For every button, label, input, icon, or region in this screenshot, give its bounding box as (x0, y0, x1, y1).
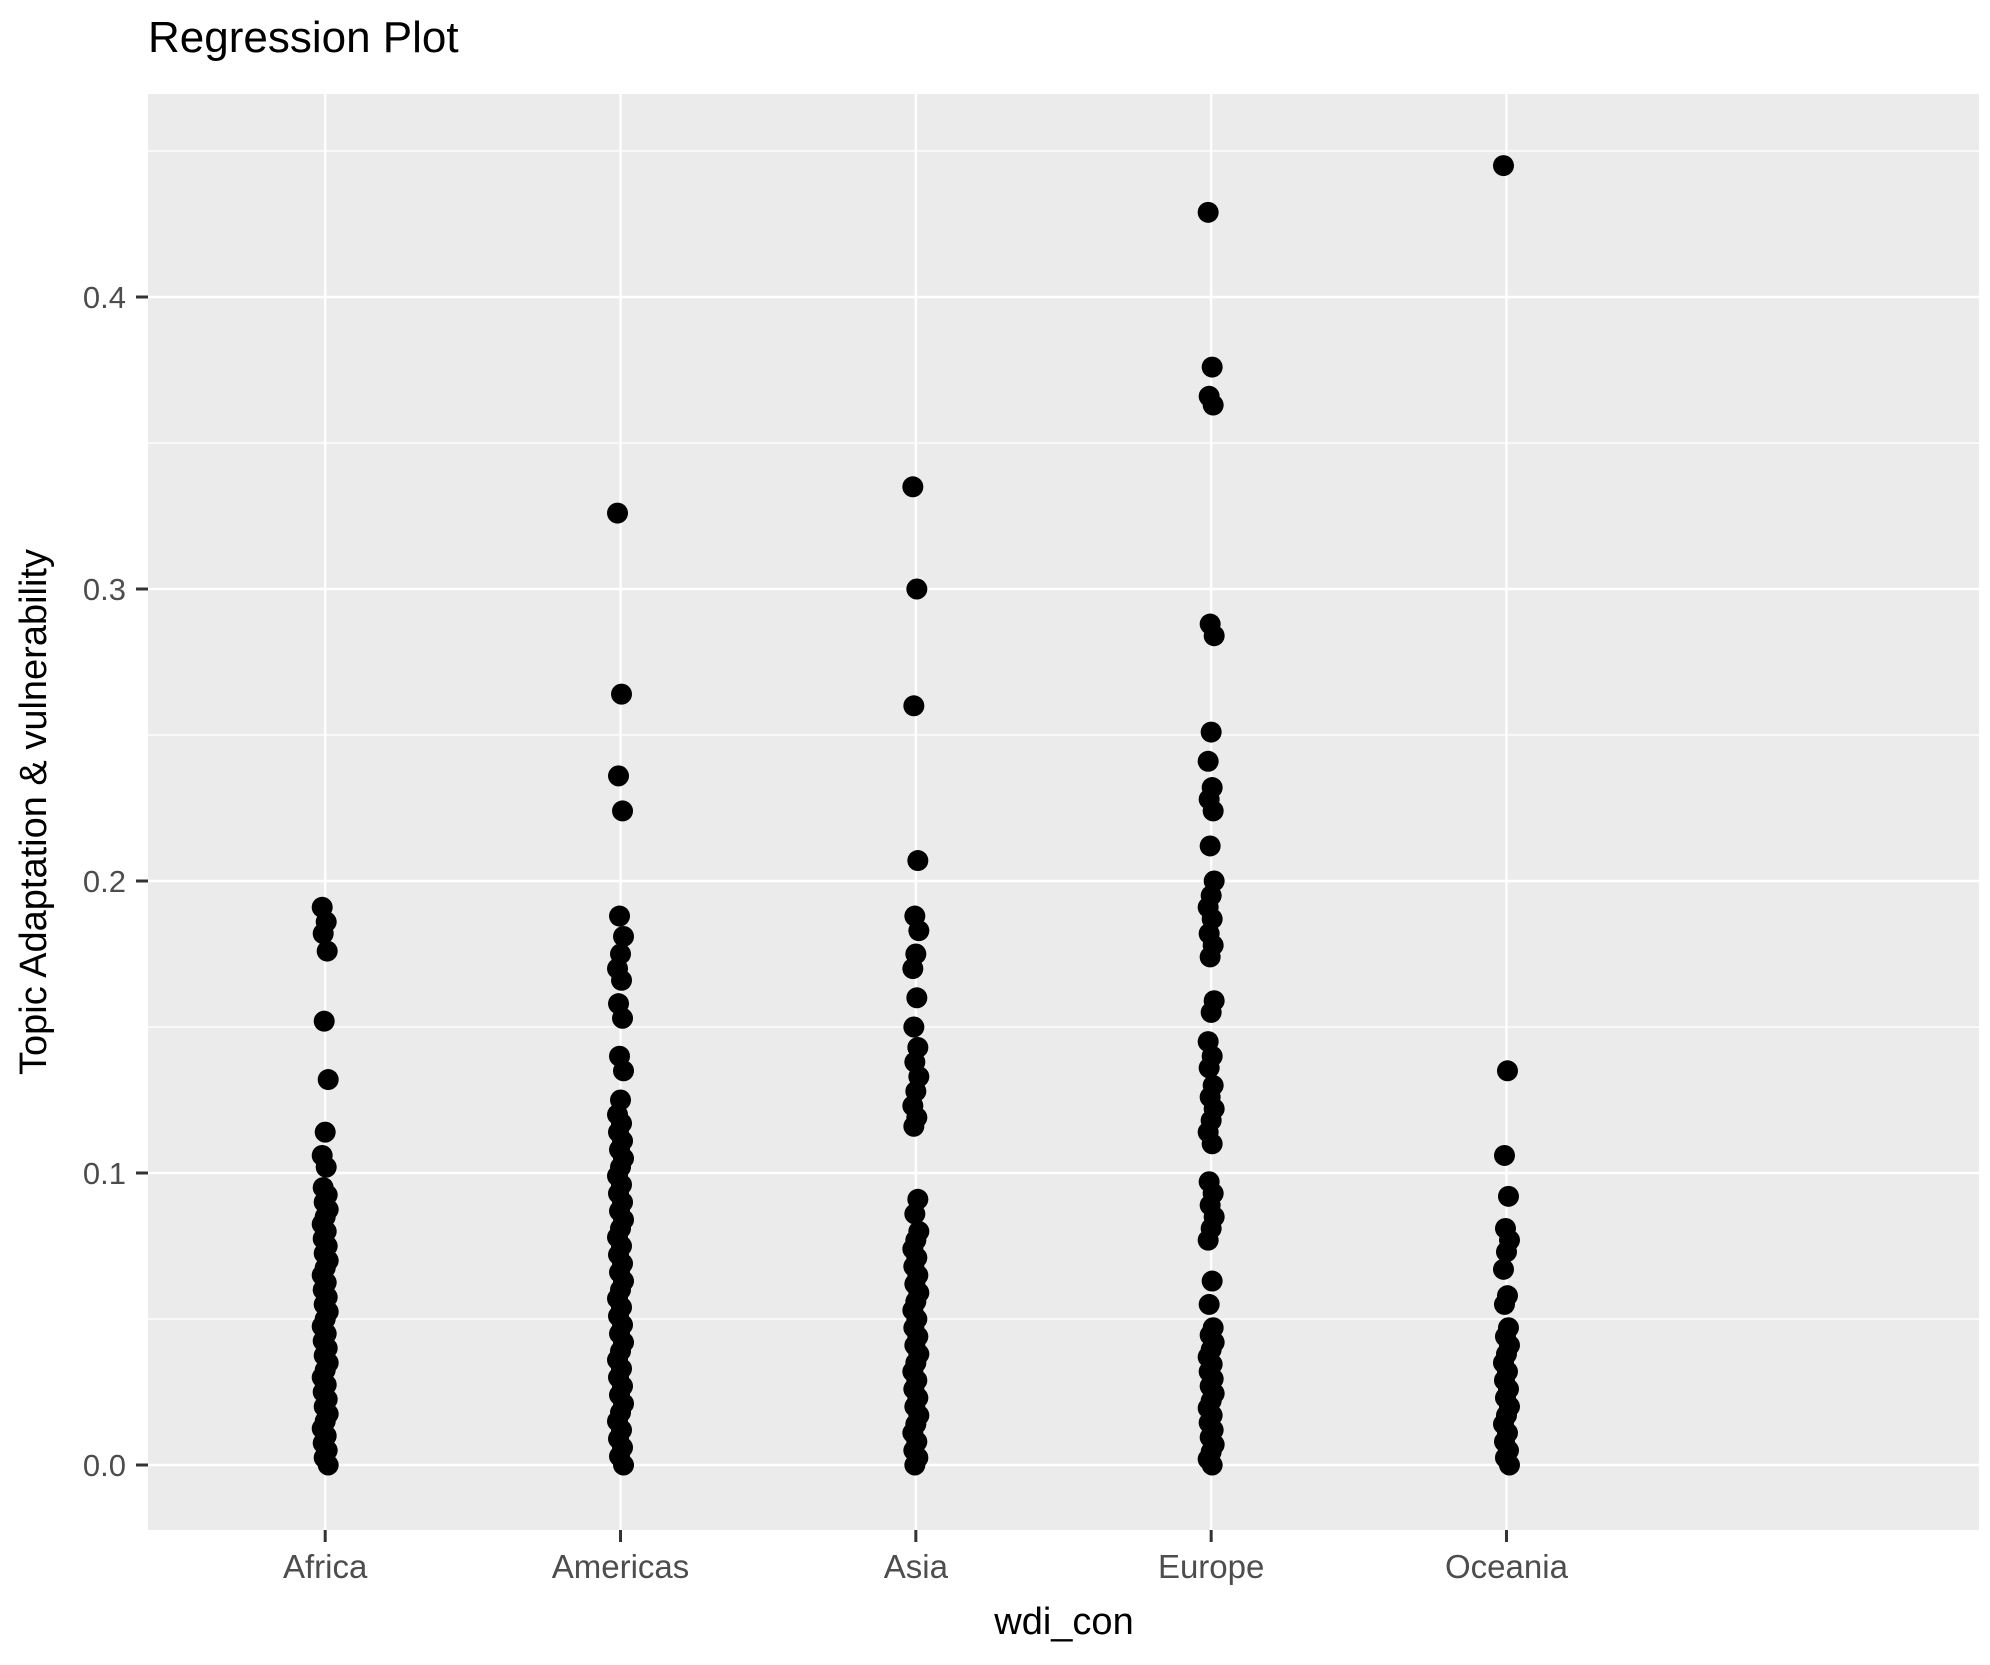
data-point (1201, 1133, 1223, 1155)
y-tick-label: 0.1 (83, 1156, 126, 1191)
x-axis-tick-labels: Africa Americas Asia Europe Oceania (283, 1548, 1569, 1585)
data-point (1497, 1185, 1519, 1207)
y-tick-label: 0.0 (83, 1448, 126, 1483)
data-point (1197, 201, 1219, 223)
data-point (904, 1203, 926, 1225)
data-point (611, 683, 633, 705)
data-point (903, 1115, 925, 1137)
data-point (1197, 750, 1219, 772)
data-point (1201, 1454, 1223, 1476)
data-point (1199, 835, 1221, 857)
data-point (1198, 1057, 1220, 1079)
minor-gridlines (148, 150, 1979, 1320)
data-point (612, 800, 634, 822)
data-point (613, 925, 635, 947)
data-point (1492, 1258, 1514, 1280)
y-tick-label: 0.3 (83, 572, 126, 607)
data-point (314, 1121, 336, 1143)
x-tick-label: Europe (1158, 1548, 1264, 1585)
data-point (1201, 356, 1223, 378)
data-point (317, 1069, 339, 1091)
data-point (902, 958, 924, 980)
y-axis-title: Topic Adaptation & vulnerability (13, 549, 55, 1075)
data-point (904, 1454, 926, 1476)
data-points (311, 155, 1520, 1476)
data-point (1200, 1001, 1222, 1023)
data-point (313, 1010, 335, 1032)
data-point (608, 765, 630, 787)
data-point (908, 920, 930, 942)
x-tick-label: Asia (884, 1548, 949, 1585)
y-axis-tick-labels: 0.0 0.1 0.2 0.3 0.4 (83, 280, 126, 1483)
chart-title: Regression Plot (148, 13, 459, 62)
data-point (315, 1156, 337, 1178)
data-point (316, 940, 338, 962)
data-point (1493, 1293, 1515, 1315)
data-point (1201, 1270, 1223, 1292)
data-point (1203, 625, 1225, 647)
data-point (903, 695, 925, 717)
x-tick-label: Oceania (1445, 1548, 1569, 1585)
data-point (1202, 800, 1224, 822)
data-point (312, 923, 334, 945)
data-point (1198, 1293, 1220, 1315)
y-tick-label: 0.2 (83, 864, 126, 899)
data-point (1199, 946, 1221, 968)
data-point (903, 1016, 925, 1038)
axis-tick-marks (136, 295, 1508, 1542)
data-point (612, 1007, 634, 1029)
data-point (607, 502, 629, 524)
data-point (906, 578, 928, 600)
data-point (609, 905, 631, 927)
data-point (1200, 721, 1222, 743)
x-axis-title: wdi_con (993, 1601, 1133, 1643)
x-tick-label: Americas (552, 1548, 690, 1585)
data-point (317, 1454, 339, 1476)
data-point (611, 969, 633, 991)
data-point (1495, 1241, 1517, 1263)
data-point (1197, 1229, 1219, 1251)
x-tick-label: Africa (283, 1548, 368, 1585)
data-point (613, 1454, 635, 1476)
y-tick-label: 0.4 (83, 280, 126, 315)
data-point (1496, 1060, 1518, 1082)
data-point (907, 850, 929, 872)
data-point (1492, 155, 1514, 177)
data-point (906, 987, 928, 1009)
data-point (1202, 394, 1224, 416)
data-point (1498, 1454, 1520, 1476)
data-point (1493, 1144, 1515, 1166)
plot-panel (148, 94, 1979, 1530)
data-point (613, 1060, 635, 1082)
data-point (902, 476, 924, 498)
